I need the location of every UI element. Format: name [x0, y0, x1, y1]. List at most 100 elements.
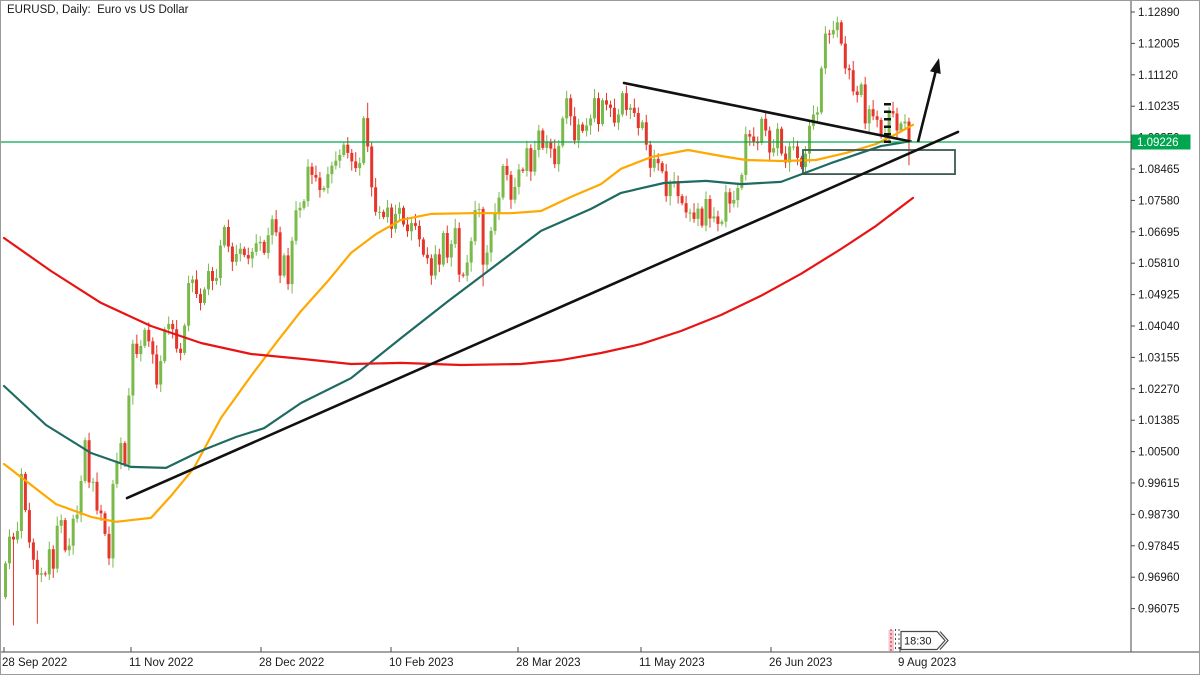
- candle-body: [700, 208, 704, 226]
- candle-body: [899, 123, 903, 131]
- candle-body: [696, 208, 700, 219]
- candle-body: [230, 246, 234, 262]
- price-axis-label: 0.98730: [1138, 509, 1180, 521]
- candle-body: [278, 232, 282, 276]
- time-marker-strip: [888, 630, 894, 651]
- candle-body: [67, 545, 71, 551]
- candle-body: [656, 158, 660, 164]
- candle-body: [330, 165, 334, 175]
- candle-body: [8, 536, 11, 564]
- candle-body: [167, 323, 171, 330]
- candle-body: [87, 440, 91, 483]
- candle-body: [290, 240, 294, 285]
- candle-body: [513, 186, 517, 200]
- candle-body: [728, 192, 732, 204]
- candle-body: [83, 440, 87, 481]
- candle-body: [23, 473, 27, 511]
- ascending-trendline[interactable]: [125, 130, 960, 500]
- candle-body: [505, 166, 509, 175]
- candle-body: [346, 144, 350, 153]
- candle-body: [740, 174, 744, 188]
- candle-body: [660, 163, 664, 172]
- candle-body: [370, 146, 374, 188]
- candle-body: [322, 188, 326, 191]
- candle-body: [732, 200, 736, 204]
- fast-ma-orange-line: [2, 123, 915, 523]
- candle-body: [585, 125, 589, 131]
- candle-body: [441, 233, 445, 265]
- candle-body: [573, 116, 577, 141]
- candle-body: [489, 230, 493, 253]
- candle-body: [95, 481, 99, 511]
- time-marker[interactable]: 18:30: [888, 629, 949, 651]
- descending-trendline[interactable]: [622, 81, 911, 143]
- candle-body: [63, 520, 67, 551]
- candle-body: [612, 107, 616, 123]
- candle-body: [119, 443, 123, 462]
- candle-body: [680, 196, 684, 204]
- price-scale[interactable]: [1131, 1, 1200, 652]
- bid-price-badge-label: 1.09226: [1137, 137, 1179, 149]
- candle-body: [792, 146, 795, 148]
- candle-body: [135, 343, 139, 354]
- candle-body: [541, 130, 545, 148]
- candle-body: [477, 208, 481, 210]
- candle-body: [155, 354, 159, 385]
- candle-body: [688, 212, 692, 214]
- candle-body: [609, 104, 612, 108]
- candle-body: [262, 241, 266, 253]
- candle-body: [569, 98, 573, 117]
- candle-body: [139, 345, 143, 355]
- candle-body: [811, 114, 815, 126]
- candle-body: [628, 107, 632, 110]
- candle-body: [517, 169, 521, 187]
- candle-body: [254, 243, 258, 252]
- candle-body: [274, 219, 278, 233]
- candle-body: [218, 245, 222, 279]
- candle-body: [605, 100, 608, 105]
- candle-body: [207, 271, 210, 290]
- candle-body: [712, 216, 716, 219]
- price-axis-label: 1.07580: [1138, 195, 1180, 207]
- candle-body: [342, 144, 346, 155]
- candle-body: [163, 329, 167, 362]
- candle-body: [270, 219, 274, 236]
- time-scale[interactable]: [1, 652, 1200, 675]
- support-zone-rectangle[interactable]: [802, 149, 956, 176]
- candle-body: [847, 68, 851, 71]
- candle-body: [593, 98, 596, 119]
- candles: [4, 16, 911, 626]
- candle-body: [640, 122, 644, 128]
- candle-body: [533, 150, 537, 172]
- candle-body: [437, 254, 441, 265]
- candle-body: [302, 201, 306, 208]
- candle-body: [863, 84, 867, 124]
- candle-body: [425, 254, 429, 259]
- candle-body: [692, 212, 696, 219]
- candle-body: [764, 118, 768, 131]
- candle-body: [537, 130, 541, 150]
- candle-body: [831, 30, 835, 35]
- candle-body: [71, 518, 75, 546]
- candle-body: [234, 254, 238, 262]
- time-axis: 28 Sep 2022 11 Nov 2022 28 Dec 2022 10 Feb …: [2, 647, 956, 669]
- candle-body: [366, 118, 370, 147]
- candle-body: [716, 216, 720, 224]
- bid-price-badge: 1.09226: [1131, 134, 1191, 150]
- candle-body: [497, 197, 501, 213]
- candle-body: [242, 248, 246, 256]
- candle-body: [43, 573, 47, 575]
- candle-body: [748, 134, 752, 137]
- candle-body: [12, 536, 15, 540]
- candle-body: [760, 118, 764, 143]
- candle-body: [601, 100, 604, 125]
- candle-body: [266, 235, 270, 253]
- arrow-up-drawing[interactable]: [916, 58, 941, 143]
- candle-body: [632, 107, 636, 114]
- candle-body: [19, 473, 23, 531]
- price-axis-label: 0.99615: [1138, 478, 1180, 490]
- chevron-right-icon: [939, 631, 949, 650]
- candle-body: [123, 443, 127, 465]
